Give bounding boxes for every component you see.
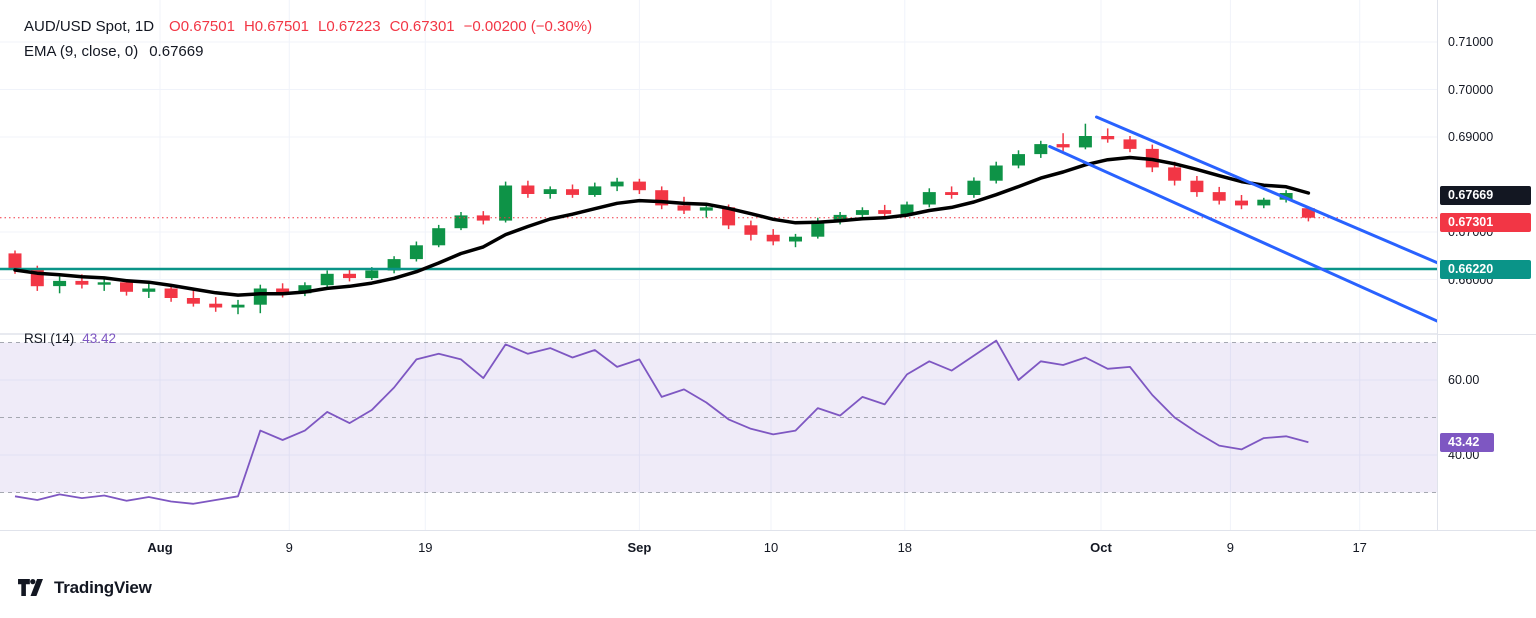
trendline-1[interactable] xyxy=(1095,115,1440,265)
ohlc-high: H0.67501 xyxy=(243,18,309,35)
pane-separator xyxy=(1438,334,1536,335)
tradingview-logo-icon xyxy=(18,578,43,597)
tradingview-logo-text: TradingView xyxy=(54,577,152,597)
trendline-2[interactable] xyxy=(1048,145,1440,323)
legend: AUD/USD Spot, 1D O0.67501 H0.67501 L0.67… xyxy=(24,14,592,64)
rsi-label: RSI (14) xyxy=(24,331,75,346)
rsi-tick-label: 60.00 xyxy=(1448,373,1480,387)
price-tick-label: 0.71000 xyxy=(1448,35,1494,49)
rsi-legend-row[interactable]: RSI (14) 43.42 xyxy=(24,331,116,346)
symbol-title[interactable]: AUD/USD Spot, 1D xyxy=(24,18,155,35)
ema-value: 0.67669 xyxy=(149,43,204,60)
last-price-badge: 0.67301 xyxy=(1440,213,1531,233)
tradingview-logo[interactable]: TradingView xyxy=(16,577,152,598)
time-tick-label: 10 xyxy=(763,540,779,555)
time-tick-label: 9 xyxy=(1226,540,1235,555)
ema-price-badge: 0.67669 xyxy=(1440,185,1531,205)
time-tick-label: Sep xyxy=(627,540,652,555)
time-tick-label: 19 xyxy=(418,540,433,555)
time-axis[interactable]: Aug 9 19 Sep 10 18 Oct 9 17 xyxy=(0,530,1536,571)
time-tick-label: 17 xyxy=(1352,540,1367,555)
ema-legend-row[interactable]: EMA (9, close, 0) 0.67669 xyxy=(24,39,592,64)
ohlc-low: L0.67223 xyxy=(318,18,381,35)
rsi-value: 43.42 xyxy=(82,331,117,346)
ohlc-close: C0.67301 xyxy=(389,18,455,35)
price-axis[interactable]: 0.710000.700000.690000.670000.660000.676… xyxy=(1437,0,1536,530)
time-tick-label: 9 xyxy=(285,540,293,555)
panes-svg xyxy=(0,0,1440,530)
symbol-legend-row: AUD/USD Spot, 1D O0.67501 H0.67501 L0.67… xyxy=(24,14,592,39)
time-tick-label: Aug xyxy=(147,540,173,555)
price-tick-label: 0.70000 xyxy=(1448,82,1494,97)
ema-label: EMA (9, close, 0) xyxy=(24,43,139,60)
rsi-band xyxy=(0,342,1437,493)
rsi-line xyxy=(14,339,1309,505)
candlesticks xyxy=(8,123,1315,315)
rsi-value-badge: 43.42 xyxy=(1440,432,1494,452)
ohlc-open: O0.67501 xyxy=(169,18,235,35)
time-tick-label: 18 xyxy=(897,540,913,555)
ema-line xyxy=(13,155,1311,297)
chart-canvas[interactable] xyxy=(0,0,1440,530)
time-tick-label: Oct xyxy=(1090,540,1112,555)
price-change: −0.00200 (−0.30%) xyxy=(463,18,593,35)
support-price-badge: 0.66220 xyxy=(1440,259,1531,279)
price-tick-label: 0.69000 xyxy=(1448,130,1494,144)
